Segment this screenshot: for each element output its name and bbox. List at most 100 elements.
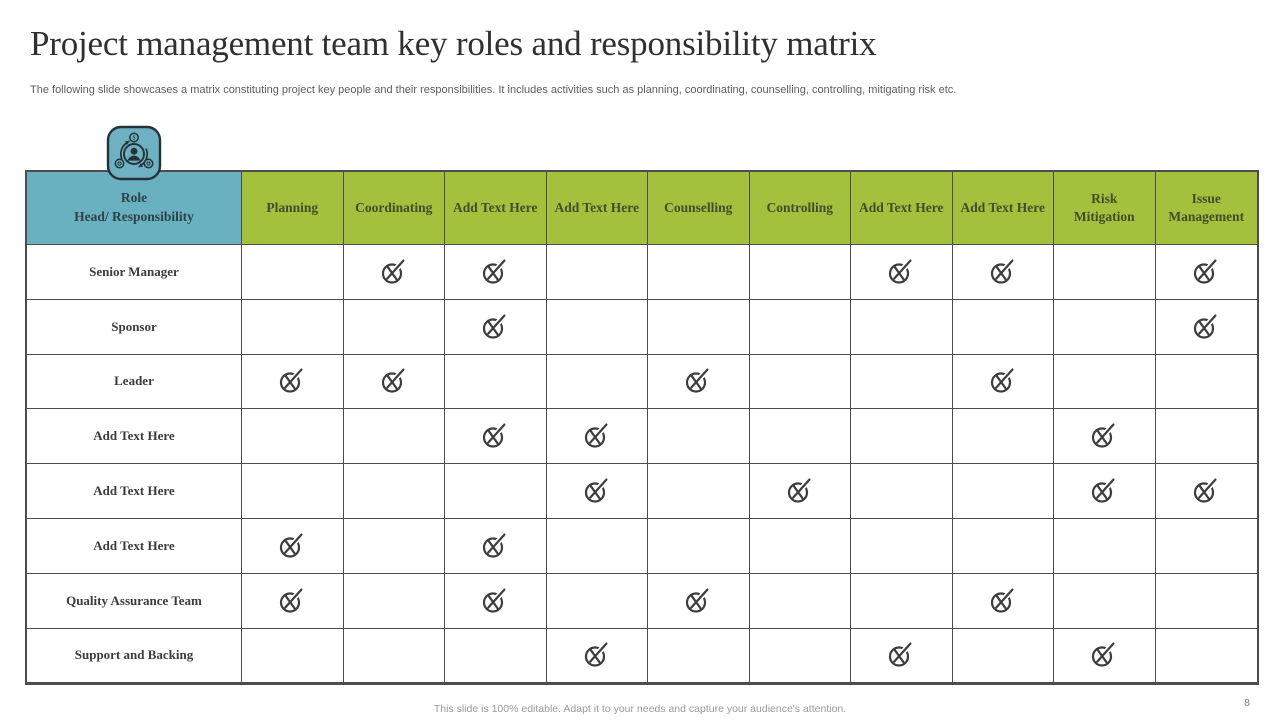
check-cross-circle-icon — [889, 642, 913, 668]
matrix-cell-r4-c10 — [1155, 409, 1257, 465]
matrix-cell-r4-c9 — [1054, 409, 1156, 465]
matrix-cell-r1-c8 — [952, 245, 1054, 300]
check-cross-circle-icon — [787, 477, 812, 503]
matrix-cell-r7-c1 — [242, 573, 344, 629]
column-header-7: Add Text Here — [851, 172, 953, 245]
matrix-cell-r5-c2 — [343, 464, 445, 519]
check-cross-circle-icon — [280, 368, 304, 394]
matrix-cell-r1-c9 — [1054, 245, 1156, 300]
matrix-cell-r5-c3 — [445, 464, 547, 519]
matrix-cell-r1-c6 — [749, 245, 851, 300]
row-label-6: Add Text Here — [27, 518, 242, 574]
matrix-cell-r6-c7 — [851, 518, 953, 574]
check-cross-circle-icon — [1194, 477, 1218, 503]
matrix-cell-r2-c10 — [1155, 299, 1257, 355]
check-cross-circle-icon — [990, 258, 1015, 284]
check-cross-circle-icon — [483, 313, 507, 339]
responsibility-matrix-table: Role Head/ Responsibility Planning Coordi… — [25, 170, 1259, 686]
matrix-cell-r4-c2 — [343, 409, 445, 465]
check-cross-circle-icon — [483, 423, 507, 448]
matrix-cell-r3-c5 — [648, 354, 750, 410]
matrix-cell-r6-c9 — [1054, 518, 1156, 574]
matrix-cell-r1-c1 — [242, 245, 344, 300]
column-header-8: Add Text Here — [952, 172, 1054, 245]
matrix-cell-r1-c10 — [1155, 245, 1257, 300]
matrix-cell-r5-c8 — [952, 464, 1054, 519]
row-label-1: Senior Manager — [27, 245, 242, 300]
matrix-cell-r8-c9 — [1054, 628, 1156, 684]
check-cross-circle-icon — [584, 642, 609, 668]
row-label-7: Quality Assurance Team — [27, 573, 242, 629]
matrix-cell-r2-c6 — [749, 299, 851, 355]
matrix-cell-r1-c5 — [648, 245, 750, 300]
row-label-8: Support and Backing — [27, 628, 242, 684]
page-title: Project management team key roles and re… — [30, 24, 877, 63]
matrix-cell-r7-c2 — [343, 573, 445, 629]
check-cross-circle-icon — [686, 368, 710, 394]
matrix-cell-r2-c1 — [242, 299, 344, 355]
matrix-cell-r6-c5 — [648, 518, 750, 574]
team-resource-management-icon: $ — [106, 125, 162, 181]
check-cross-circle-icon — [1194, 313, 1218, 339]
matrix-cell-r2-c9 — [1054, 299, 1156, 355]
matrix-cell-r8-c6 — [749, 628, 851, 684]
matrix-cell-r3-c6 — [749, 354, 851, 410]
check-cross-circle-icon — [889, 258, 913, 284]
matrix-cell-r5-c1 — [242, 464, 344, 519]
matrix-cell-r4-c4 — [546, 409, 648, 465]
matrix-cell-r3-c1 — [242, 354, 344, 410]
matrix-cell-r5-c5 — [648, 464, 750, 519]
check-cross-circle-icon — [381, 368, 406, 394]
footer-note: This slide is 100% editable. Adapt it to… — [433, 703, 847, 715]
matrix-cell-r1-c3 — [445, 245, 547, 300]
check-cross-circle-icon — [1092, 423, 1116, 448]
check-cross-circle-icon — [381, 258, 406, 284]
matrix-cell-r6-c8 — [952, 518, 1054, 574]
column-header-9: Risk Mitigation — [1054, 172, 1156, 245]
svg-text:$: $ — [133, 135, 136, 142]
column-header-4: Add Text Here — [546, 172, 648, 245]
check-cross-circle-icon — [483, 258, 507, 284]
matrix-cell-r4-c7 — [851, 409, 953, 465]
matrix-cell-r6-c1 — [242, 518, 344, 574]
matrix-cell-r8-c7 — [851, 628, 953, 684]
matrix-cell-r3-c3 — [445, 354, 547, 410]
row-label-4: Add Text Here — [27, 409, 242, 465]
column-header-10: Issue Management — [1155, 172, 1257, 245]
matrix-cell-r2-c7 — [851, 299, 953, 355]
matrix-cell-r8-c2 — [343, 628, 445, 684]
matrix-cell-r1-c7 — [851, 245, 953, 300]
matrix-cell-r4-c5 — [648, 409, 750, 465]
check-cross-circle-icon — [584, 423, 609, 448]
matrix-cell-r7-c3 — [445, 573, 547, 629]
slide-subtitle: The following slide showcases a matrix c… — [30, 84, 957, 96]
matrix-cell-r6-c4 — [546, 518, 648, 574]
page-number: 8 — [1244, 697, 1250, 709]
matrix-cell-r8-c10 — [1155, 628, 1257, 684]
matrix-cell-r7-c8 — [952, 573, 1054, 629]
matrix-cell-r2-c8 — [952, 299, 1054, 355]
matrix-cell-r7-c7 — [851, 573, 953, 629]
matrix-cell-r2-c3 — [445, 299, 547, 355]
check-cross-circle-icon — [686, 587, 710, 613]
matrix-cell-r8-c8 — [952, 628, 1054, 684]
matrix-cell-r2-c4 — [546, 299, 648, 355]
matrix-cell-r5-c7 — [851, 464, 953, 519]
check-cross-circle-icon — [1194, 258, 1218, 284]
check-cross-circle-icon — [483, 587, 507, 613]
matrix-cell-r6-c10 — [1155, 518, 1257, 574]
row-label-3: Leader — [27, 354, 242, 410]
matrix-cell-r3-c8 — [952, 354, 1054, 410]
matrix-cell-r2-c2 — [343, 299, 445, 355]
matrix-cell-r7-c4 — [546, 573, 648, 629]
check-cross-circle-icon — [1092, 642, 1116, 668]
matrix-cell-r8-c5 — [648, 628, 750, 684]
column-header-6: Controlling — [749, 172, 851, 245]
check-cross-circle-icon — [280, 532, 304, 558]
matrix-cell-r1-c2 — [343, 245, 445, 300]
check-cross-circle-icon — [990, 587, 1015, 613]
matrix-cell-r7-c9 — [1054, 573, 1156, 629]
matrix-cell-r5-c9 — [1054, 464, 1156, 519]
matrix-cell-r6-c3 — [445, 518, 547, 574]
